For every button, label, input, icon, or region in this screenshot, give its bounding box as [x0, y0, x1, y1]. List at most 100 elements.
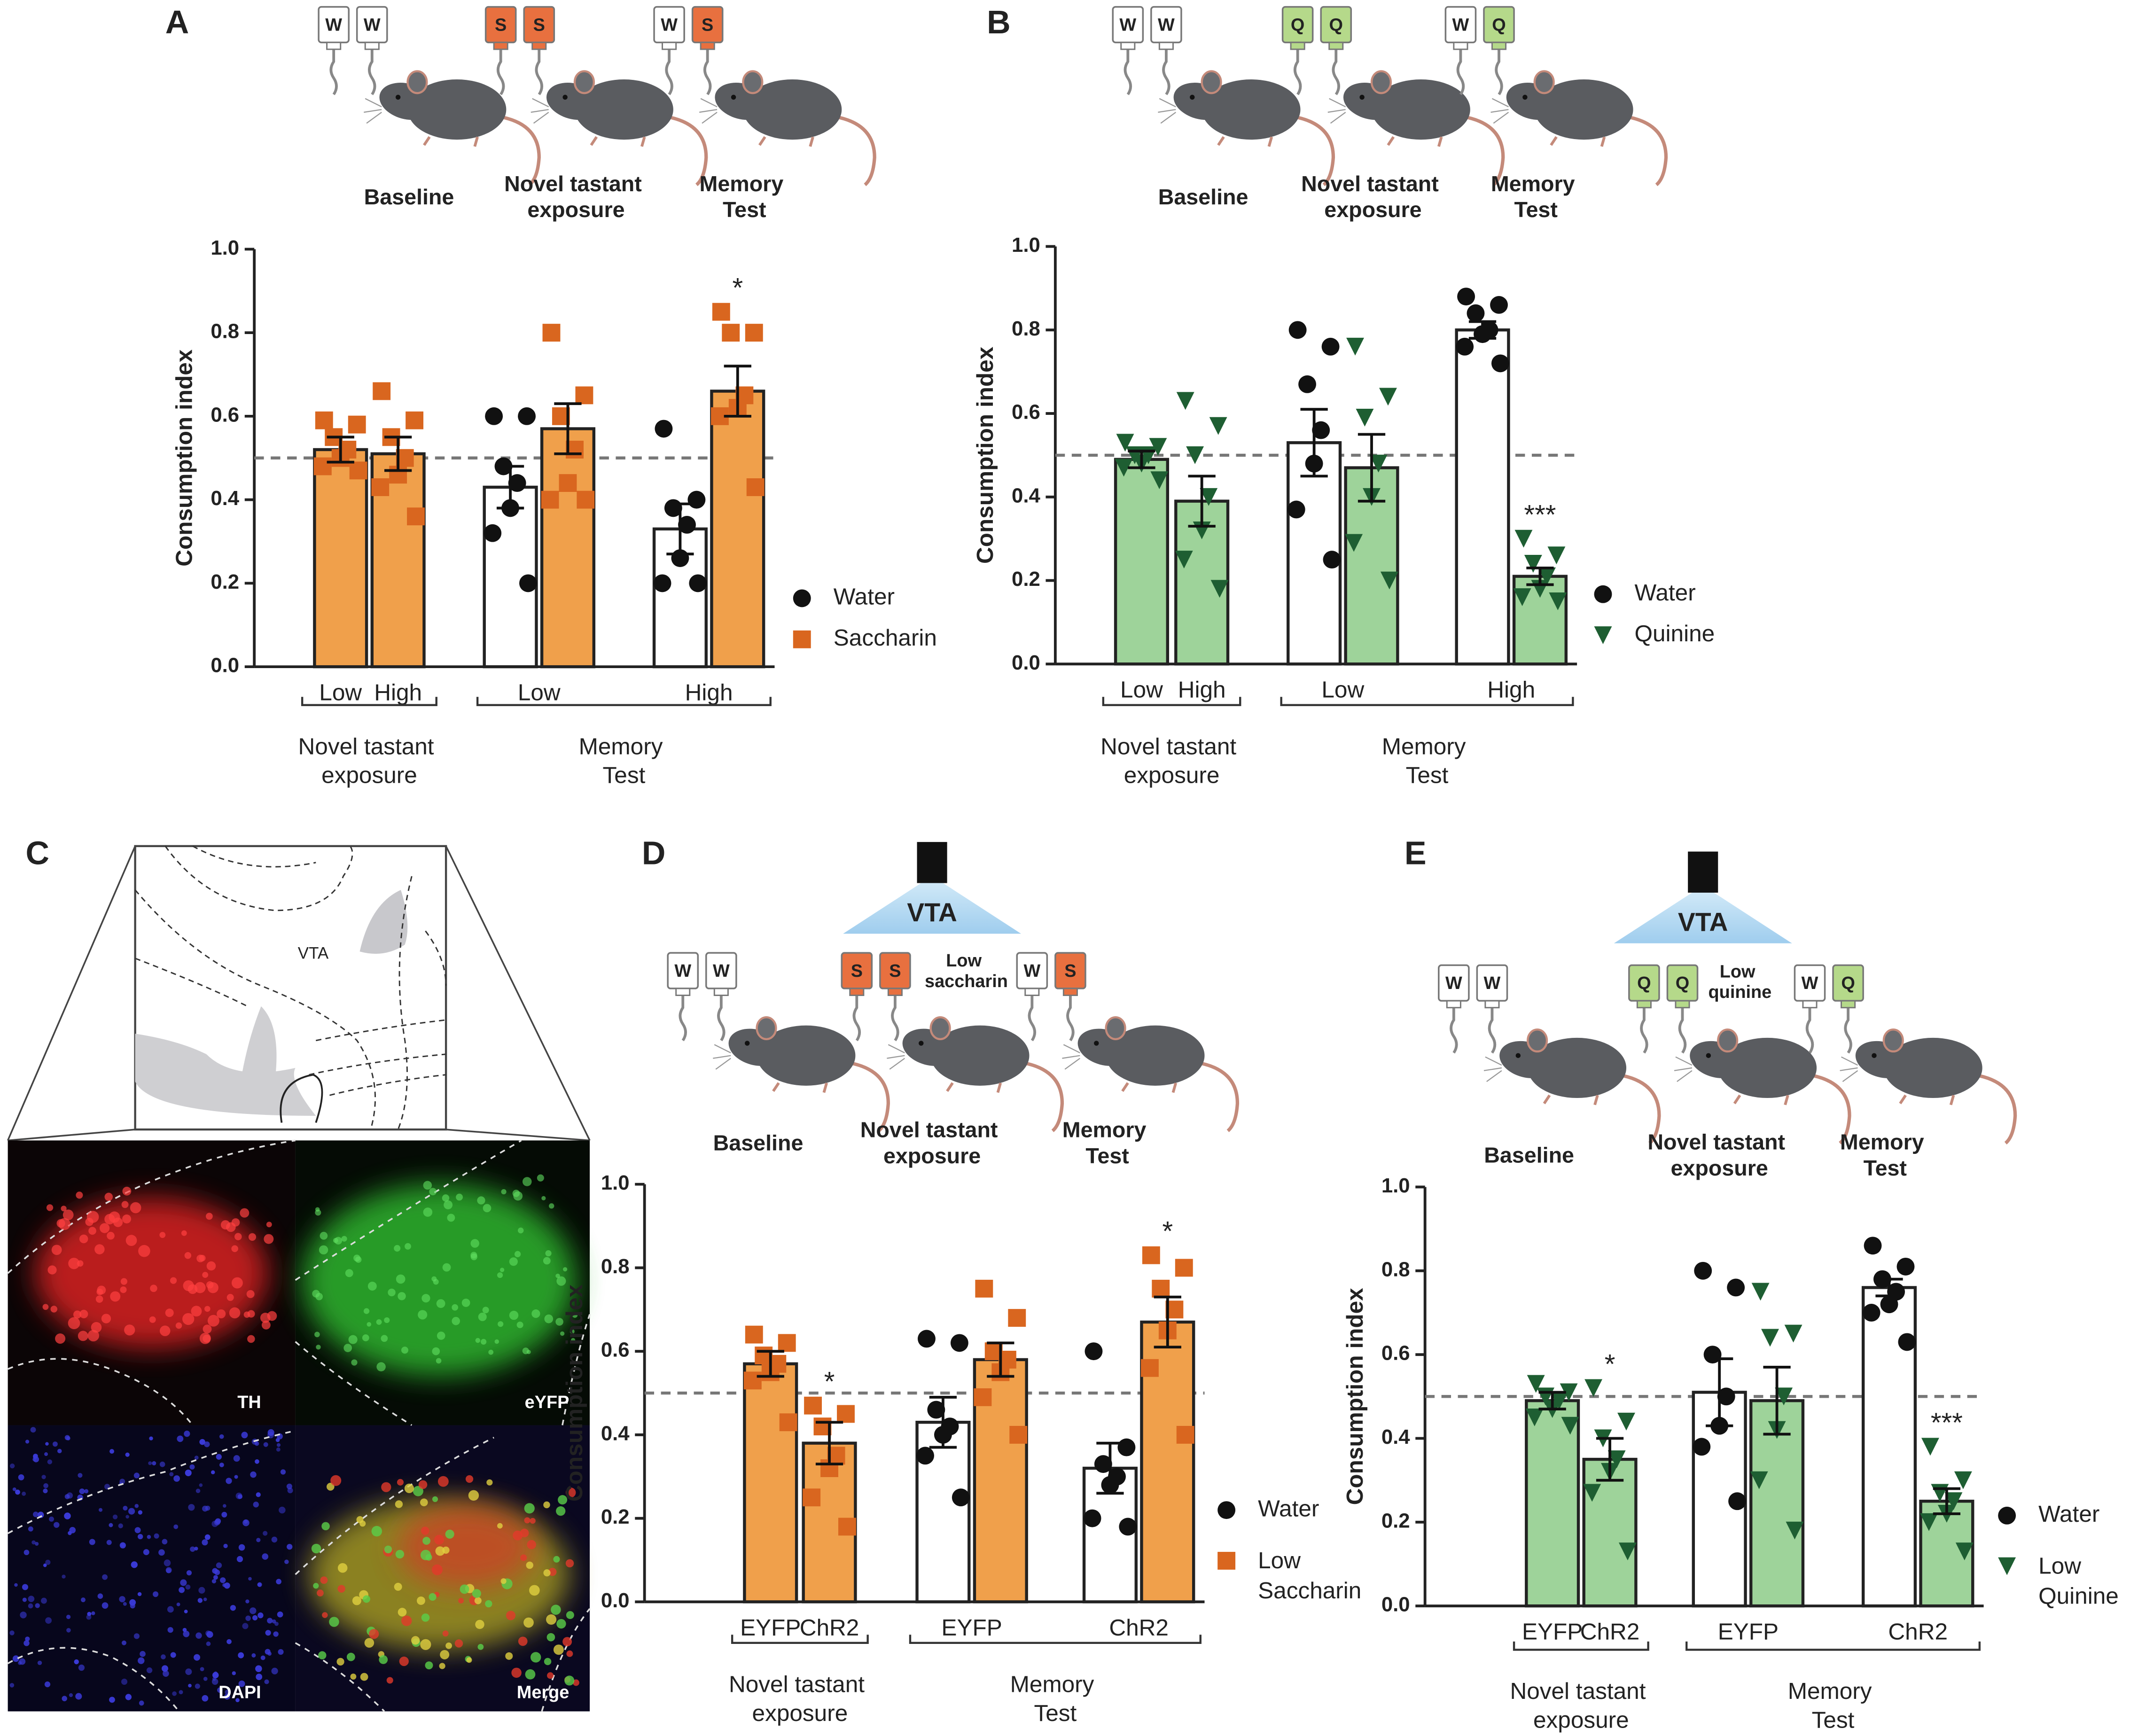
data-point [1467, 304, 1485, 322]
nucleus [101, 1602, 109, 1609]
bottle-label: W [1023, 961, 1040, 981]
bottle-tube [496, 47, 505, 95]
data-point [1583, 1484, 1601, 1502]
bottle-label: Q [1291, 15, 1304, 35]
nucleus [119, 1596, 125, 1603]
cell [401, 1347, 408, 1354]
condition-label: Memory Test [700, 171, 790, 222]
nucleus [198, 1587, 205, 1594]
bottle-label: W [1452, 15, 1469, 35]
mouse-whiskers [1062, 1044, 1080, 1070]
cell [488, 1349, 494, 1355]
data-point [746, 478, 765, 496]
cell [343, 1344, 352, 1352]
bottle-tube [1162, 47, 1170, 95]
error-bar [496, 465, 524, 510]
mouse-tail [1292, 115, 1335, 187]
cell [486, 1479, 493, 1486]
data-point [1775, 1387, 1793, 1406]
bottle-label: Q [1637, 973, 1651, 993]
nucleus [31, 1540, 36, 1545]
data-point [1298, 375, 1316, 393]
cell [435, 1546, 445, 1556]
nucleus [280, 1469, 286, 1475]
cell [159, 1232, 166, 1238]
cell [62, 1209, 74, 1221]
nucleus [125, 1452, 130, 1457]
data-point [1761, 1329, 1779, 1347]
cell [522, 1177, 532, 1186]
cell [411, 1636, 420, 1645]
error-bar [1933, 1487, 1961, 1515]
nucleus [251, 1653, 256, 1658]
bottle-cap [1328, 41, 1344, 50]
nucleus [221, 1511, 227, 1518]
cell [229, 1307, 241, 1319]
cell [452, 1304, 459, 1311]
cell [384, 1317, 390, 1323]
bottle-label: W [1445, 973, 1462, 993]
bottle-tube [665, 47, 673, 95]
nucleus [255, 1459, 259, 1464]
nucleus [185, 1584, 191, 1590]
y-tick-label: 0.6 [211, 403, 239, 426]
legend-label: Water [1634, 580, 1695, 606]
bottle-tube [535, 47, 543, 95]
nucleus [20, 1611, 27, 1619]
nucleus [173, 1475, 180, 1482]
group-bracket [731, 1635, 869, 1644]
data-point [1584, 1379, 1603, 1397]
nucleus [140, 1650, 146, 1657]
cell [207, 1282, 218, 1293]
nucleus [264, 1679, 269, 1684]
data-point [1142, 1246, 1160, 1264]
data-point [1549, 592, 1567, 610]
legend-label: Quinine [1634, 621, 1715, 646]
cell [422, 1537, 431, 1545]
cell [184, 1252, 192, 1259]
nucleus [276, 1443, 281, 1447]
group-bracket [476, 697, 772, 706]
group-bracket [1280, 697, 1574, 706]
nucleus [250, 1607, 257, 1614]
cell [203, 1334, 211, 1343]
y-tick-label: 0.6 [601, 1339, 630, 1362]
cell [509, 1310, 519, 1320]
y-tick-label: 0.0 [601, 1589, 630, 1612]
x-tick-label: EYFP [941, 1615, 1002, 1641]
error-bar [1096, 1441, 1124, 1495]
legend-marker [1998, 1557, 2016, 1575]
bottle-label: W [1484, 973, 1501, 993]
bottle-label: S [533, 15, 545, 35]
data-point [1561, 1417, 1579, 1435]
nucleus [158, 1549, 165, 1556]
y-tick-label: 1.0 [601, 1171, 630, 1194]
cell [545, 1250, 552, 1257]
nucleus [185, 1668, 192, 1675]
cell [56, 1219, 65, 1228]
channel-label: Merge [517, 1683, 570, 1703]
nucleus [30, 1427, 36, 1433]
cell [418, 1310, 428, 1320]
legend-marker [793, 630, 811, 648]
legend-marker [1594, 626, 1612, 645]
cell [547, 1672, 554, 1679]
condition-label: Novel tastant exposure [1647, 1130, 1791, 1180]
nucleus [234, 1475, 238, 1479]
nucleus [154, 1533, 159, 1539]
y-tick-label: 0.2 [211, 570, 239, 593]
bottle-tube [1293, 47, 1302, 95]
nucleus [199, 1483, 203, 1487]
cell [452, 1317, 460, 1325]
cell [445, 1643, 452, 1649]
atlas-region [241, 1006, 277, 1082]
bar [1140, 1320, 1195, 1604]
cell [55, 1333, 66, 1344]
cell [321, 1522, 330, 1531]
cell [432, 1496, 438, 1502]
cell [548, 1567, 557, 1576]
nucleus [87, 1611, 92, 1616]
light-source [917, 842, 947, 883]
cell [202, 1272, 209, 1278]
cell [465, 1475, 474, 1483]
